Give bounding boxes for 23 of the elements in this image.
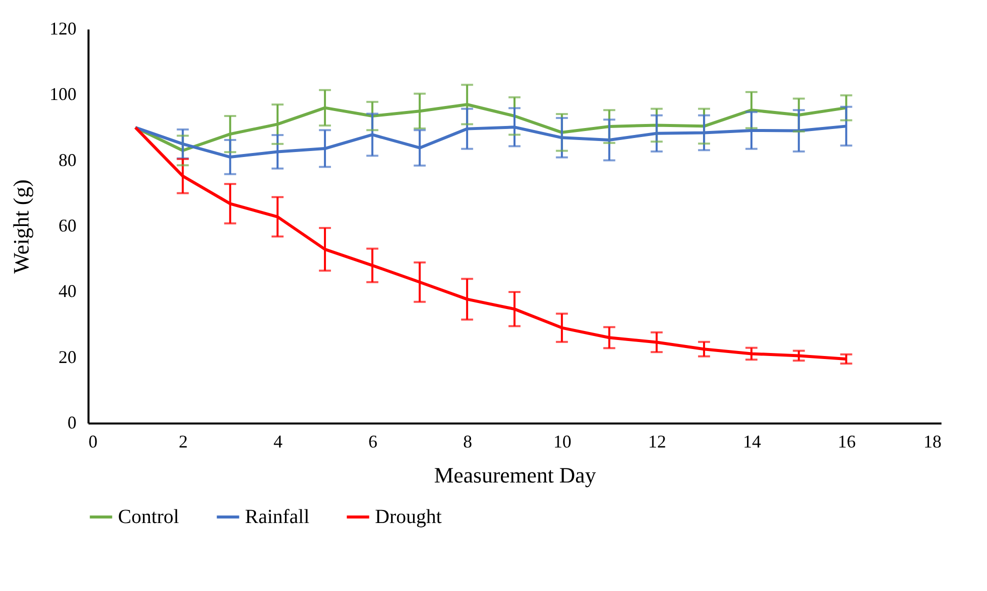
- y-tick-label: 20: [58, 346, 76, 367]
- x-tick-label: 12: [648, 432, 666, 452]
- x-axis-title: Measurement Day: [434, 462, 596, 488]
- x-tick-label: 0: [88, 432, 98, 452]
- x-tick-label: 8: [463, 432, 472, 452]
- legend-label: Control: [118, 506, 180, 528]
- y-tick-label: 0: [68, 412, 76, 432]
- x-tick-label: 18: [924, 432, 942, 452]
- y-axis-title: Weight (g): [8, 179, 34, 274]
- y-tick-label: 60: [58, 216, 76, 236]
- y-tick-label: 40: [58, 281, 76, 302]
- y-tick-label: 80: [58, 150, 76, 170]
- legend-label: Rainfall: [245, 506, 310, 528]
- x-tick-label: 2: [178, 432, 188, 452]
- legend-label: Drought: [375, 506, 442, 528]
- x-tick-label: 4: [274, 432, 283, 452]
- y-tick-label: 120: [50, 18, 76, 38]
- x-tick-label: 16: [838, 432, 856, 452]
- x-tick-label: 10: [553, 432, 572, 452]
- x-tick-label: 14: [742, 432, 761, 452]
- line-series: [134, 126, 848, 360]
- y-tick-label: 100: [50, 84, 76, 104]
- x-tick-label: 6: [368, 432, 378, 452]
